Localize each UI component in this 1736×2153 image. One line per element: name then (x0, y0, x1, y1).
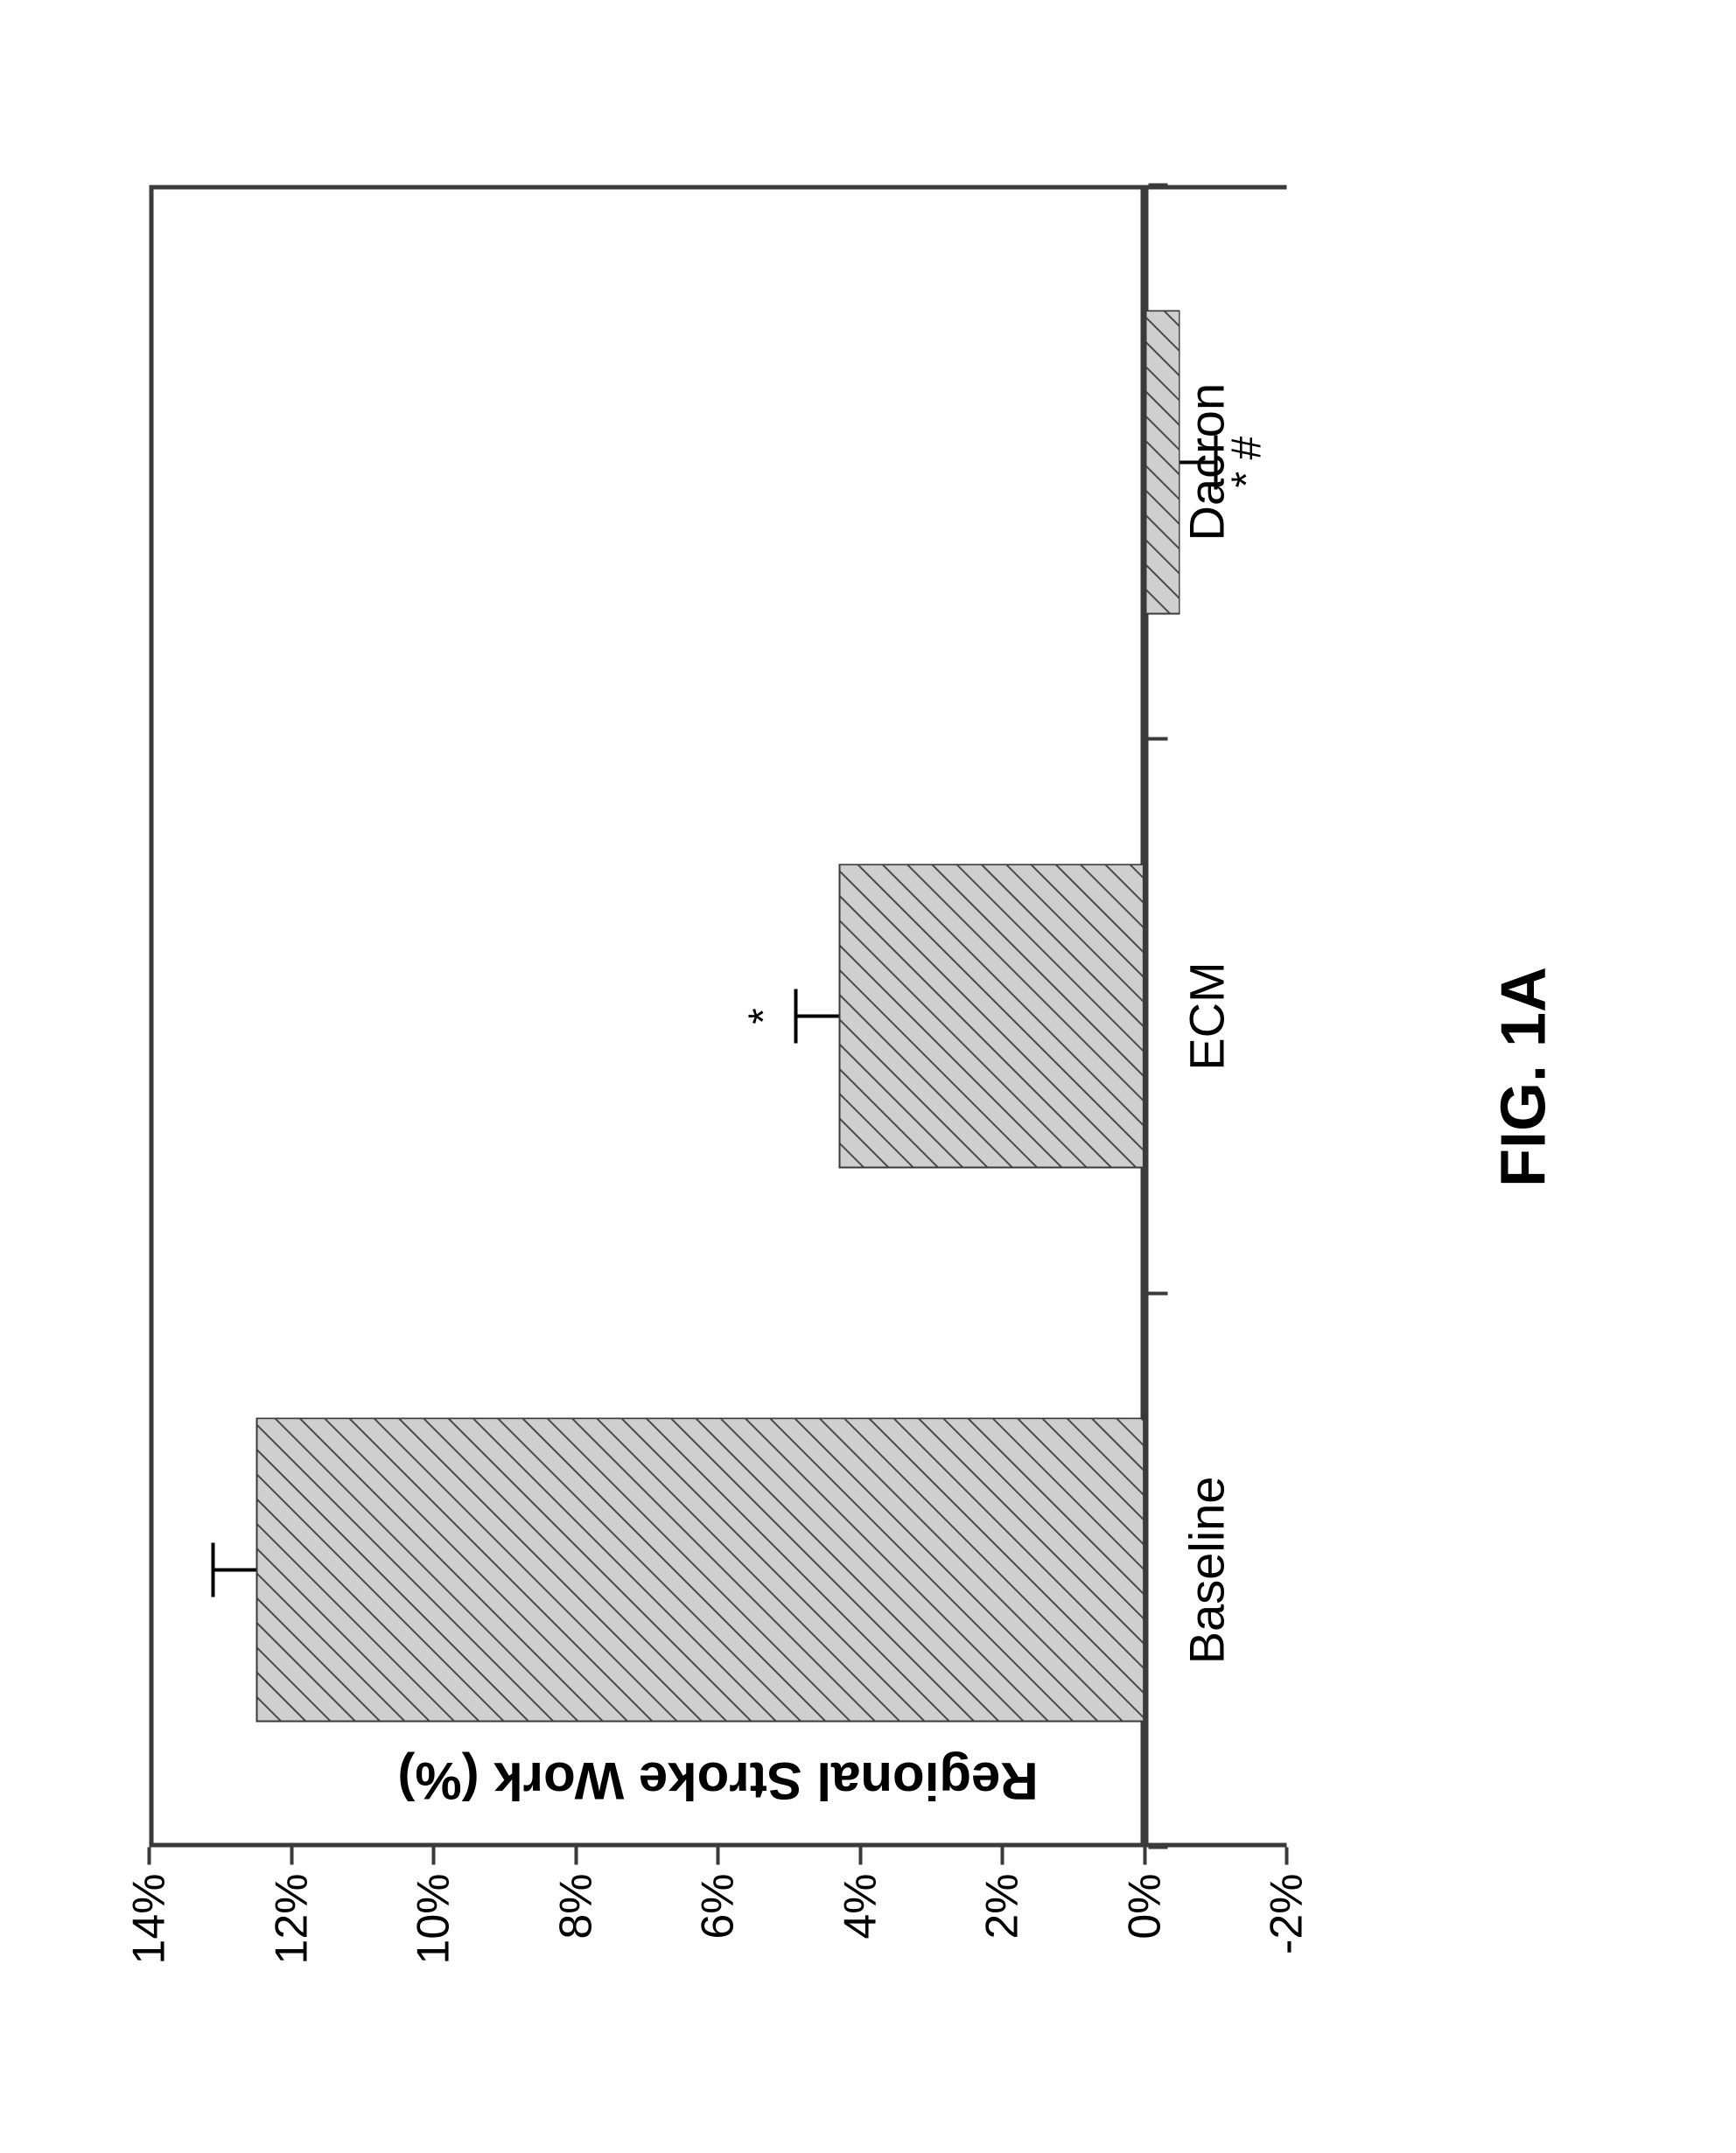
y-tick (1000, 1847, 1004, 1864)
bar (256, 1417, 1144, 1722)
error-bar-line (213, 1568, 256, 1571)
y-tick (858, 1847, 862, 1864)
y-tick-label: 6% (691, 1873, 744, 2004)
bar (838, 863, 1144, 1168)
y-tick-label: 2% (976, 1873, 1028, 2004)
y-tick-label: 14% (122, 1873, 175, 2004)
y-tick (1284, 1847, 1288, 1864)
rotated-chart-wrapper: Regional Stroke Work (%) -2%0%2%4%6%8%10… (0, 0, 1736, 2153)
figure-caption: FIG. 1A (1488, 0, 1559, 2153)
bar (1144, 310, 1180, 614)
error-bar-cap (794, 989, 797, 1043)
y-tick-label: 8% (550, 1873, 602, 2004)
y-tick (147, 1847, 150, 1864)
error-bar-cap (211, 1542, 214, 1597)
y-tick-label: -2% (1260, 1873, 1312, 2004)
y-tick (716, 1847, 719, 1864)
y-tick (1143, 1847, 1146, 1864)
x-tick-label: Dacron (1178, 287, 1235, 637)
x-tick (1148, 737, 1167, 740)
y-tick (574, 1847, 578, 1864)
y-axis-line (149, 1842, 1286, 1847)
x-tick-label: Baseline (1178, 1395, 1235, 1744)
y-tick-label: 12% (265, 1873, 318, 2004)
x-tick (1148, 1845, 1167, 1849)
x-tick-label: ECM (1178, 841, 1235, 1191)
x-tick (1148, 183, 1167, 186)
y-tick-label: 0% (1118, 1873, 1171, 2004)
significance-marker: * (739, 1008, 788, 1024)
figure-stage: Regional Stroke Work (%) -2%0%2%4%6%8%10… (0, 0, 1736, 2153)
bar-chart: Regional Stroke Work (%) -2%0%2%4%6%8%10… (0, 0, 1736, 2153)
y-tick-label: 10% (407, 1873, 459, 2004)
y-tick-label: 4% (834, 1873, 886, 2004)
x-tick (1148, 1291, 1167, 1295)
y-tick (431, 1847, 435, 1864)
error-bar-line (795, 1014, 838, 1017)
y-tick (290, 1847, 293, 1864)
